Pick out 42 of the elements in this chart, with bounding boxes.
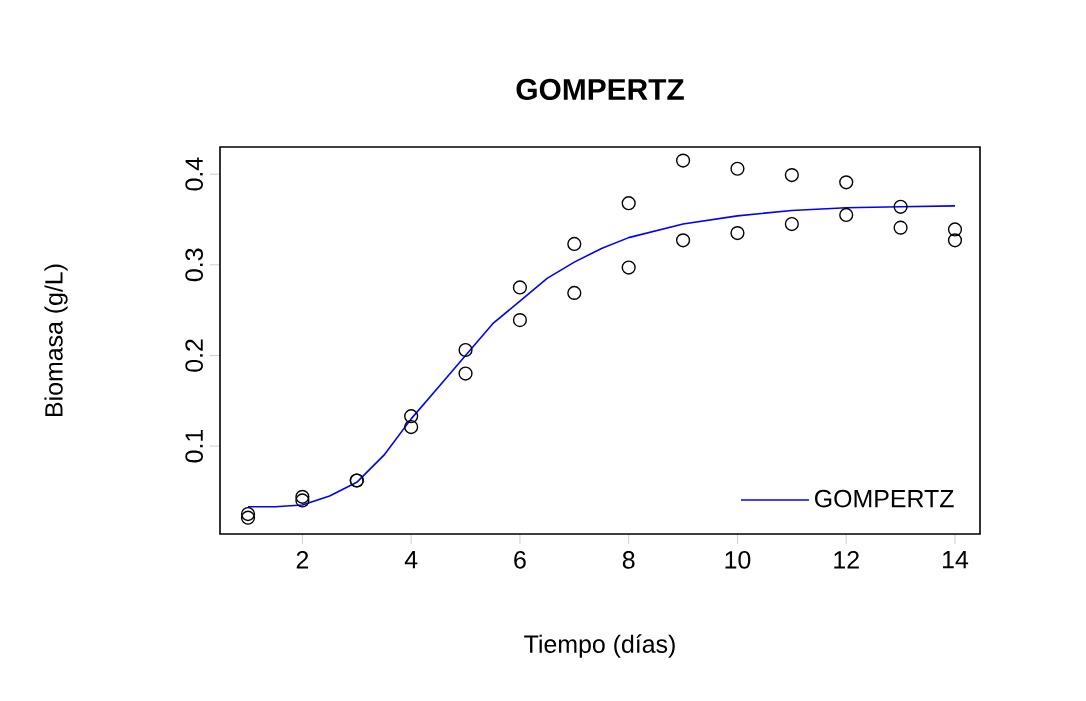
point (784, 167, 799, 183)
point (567, 236, 582, 252)
x-tick-label: 4 (404, 551, 418, 569)
point (295, 489, 310, 504)
point (240, 510, 256, 525)
y-tick-label: 0.1 (185, 430, 203, 463)
point (947, 233, 963, 248)
chart-title: GOMPERTZ (516, 78, 684, 100)
point (839, 207, 854, 223)
point (621, 196, 636, 211)
point (893, 220, 908, 235)
x-tick-label: 10 (725, 551, 751, 569)
x-tick-label: 6 (514, 551, 526, 569)
point (567, 285, 582, 301)
point (730, 161, 745, 176)
point (839, 175, 854, 190)
point (675, 153, 691, 168)
x-axis-title: Tiempo (días) (524, 634, 675, 658)
line-series (247, 205, 956, 508)
point (404, 419, 419, 435)
x-tick-label: 8 (622, 551, 635, 569)
x-tick-label: 2 (296, 551, 309, 569)
point (295, 493, 310, 508)
x-tick-label: 12 (834, 551, 859, 569)
x-tick-label: 14 (943, 551, 969, 569)
y-tick-label: 0.4 (185, 157, 203, 191)
point (675, 233, 691, 248)
y-tick-label: 0.3 (185, 248, 203, 282)
point (404, 409, 419, 424)
y-axis-title: Biomasa (g/L) (44, 264, 68, 416)
point (947, 222, 963, 237)
point (893, 199, 908, 214)
point (458, 342, 473, 358)
point (458, 366, 473, 381)
point (621, 260, 636, 275)
point (240, 506, 256, 522)
point (784, 216, 799, 232)
y-tick-label: 0.2 (185, 339, 203, 372)
point (512, 280, 528, 295)
point (512, 313, 528, 328)
legend-label: GOMPERTZ (815, 489, 954, 508)
point (730, 226, 745, 241)
